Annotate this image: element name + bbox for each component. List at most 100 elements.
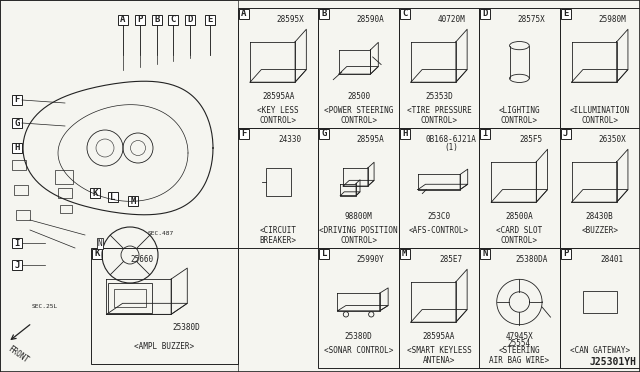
- Text: (1): (1): [444, 143, 458, 152]
- Text: F: F: [14, 96, 20, 105]
- Bar: [559, 248, 640, 368]
- Text: 285F5: 285F5: [520, 135, 543, 144]
- Text: <ILLUMINATION
CONTROL>: <ILLUMINATION CONTROL>: [570, 106, 630, 125]
- Text: SEC.487: SEC.487: [148, 231, 174, 236]
- Bar: [480, 9, 490, 19]
- Text: H: H: [14, 144, 20, 153]
- Text: 253C0: 253C0: [428, 212, 451, 221]
- Bar: [559, 8, 640, 128]
- Text: 28500: 28500: [347, 92, 370, 101]
- Text: 28401: 28401: [600, 255, 623, 264]
- Bar: [239, 9, 249, 19]
- Text: 25660: 25660: [131, 255, 154, 264]
- Text: <CIRCUIT
BREAKER>: <CIRCUIT BREAKER>: [260, 226, 297, 245]
- Text: 25380D: 25380D: [345, 332, 372, 341]
- Bar: [400, 249, 410, 259]
- Bar: [319, 9, 330, 19]
- Text: H: H: [402, 129, 408, 138]
- Text: 98800M: 98800M: [345, 212, 372, 221]
- Text: <SMART KEYLESS
ANTENA>: <SMART KEYLESS ANTENA>: [406, 346, 472, 365]
- Text: K: K: [94, 250, 100, 259]
- Bar: [55, 170, 73, 184]
- Text: SEC.25L: SEC.25L: [32, 304, 58, 309]
- Text: P: P: [563, 250, 568, 259]
- Text: 26350X: 26350X: [598, 135, 626, 144]
- Bar: [135, 15, 145, 25]
- Text: <TIRE PRESSURE
CONTROL>: <TIRE PRESSURE CONTROL>: [406, 106, 472, 125]
- Text: <AFS-CONTROL>: <AFS-CONTROL>: [409, 226, 469, 235]
- Bar: [238, 128, 319, 248]
- Bar: [168, 15, 178, 25]
- Text: 47945X: 47945X: [506, 332, 533, 341]
- Bar: [399, 8, 479, 128]
- Bar: [561, 129, 571, 139]
- Text: 28575X: 28575X: [518, 15, 545, 24]
- Bar: [319, 248, 399, 368]
- Bar: [128, 196, 138, 206]
- Bar: [239, 129, 249, 139]
- Text: I: I: [483, 129, 488, 138]
- Bar: [12, 95, 22, 105]
- Text: D: D: [483, 10, 488, 19]
- Bar: [399, 128, 479, 248]
- Text: <SONAR CONTROL>: <SONAR CONTROL>: [324, 346, 394, 355]
- Text: <CARD SLOT
CONTROL>: <CARD SLOT CONTROL>: [496, 226, 543, 245]
- Text: 25353D: 25353D: [425, 92, 453, 101]
- Text: L: L: [322, 250, 327, 259]
- Bar: [185, 15, 195, 25]
- Text: <LIGHTING
CONTROL>: <LIGHTING CONTROL>: [499, 106, 540, 125]
- Text: D: D: [188, 16, 193, 25]
- Bar: [205, 15, 215, 25]
- Text: E: E: [207, 16, 212, 25]
- Text: B: B: [322, 10, 327, 19]
- Bar: [108, 283, 152, 313]
- Text: 40720M: 40720M: [437, 15, 465, 24]
- Bar: [583, 291, 617, 313]
- Bar: [108, 192, 118, 202]
- Bar: [319, 8, 399, 128]
- Bar: [12, 118, 22, 128]
- Text: K: K: [92, 189, 98, 198]
- Bar: [14, 185, 28, 195]
- Text: N: N: [483, 250, 488, 259]
- Text: 28595X: 28595X: [276, 15, 304, 24]
- Bar: [91, 248, 238, 364]
- Text: 28595AA: 28595AA: [262, 92, 294, 101]
- Bar: [319, 129, 330, 139]
- Text: P: P: [138, 16, 143, 25]
- Text: A: A: [241, 10, 246, 19]
- Text: 25554: 25554: [508, 339, 531, 348]
- Text: 28430B: 28430B: [586, 212, 614, 221]
- Bar: [12, 260, 22, 270]
- Bar: [561, 249, 571, 259]
- Text: I: I: [14, 238, 20, 247]
- Bar: [559, 128, 640, 248]
- Text: J25301YH: J25301YH: [589, 357, 636, 367]
- Text: 28595A: 28595A: [356, 135, 385, 144]
- Text: C: C: [402, 10, 408, 19]
- Bar: [118, 15, 128, 25]
- Text: <KEY LESS
CONTROL>: <KEY LESS CONTROL>: [257, 106, 299, 125]
- Text: 285E7: 285E7: [440, 255, 463, 264]
- Text: N: N: [98, 239, 102, 248]
- Bar: [90, 188, 100, 198]
- Text: 28595AA: 28595AA: [423, 332, 455, 341]
- Text: FRONT: FRONT: [6, 345, 30, 365]
- Text: <AMPL BUZZER>: <AMPL BUZZER>: [134, 342, 195, 351]
- Text: 28500A: 28500A: [506, 212, 533, 221]
- Bar: [479, 128, 559, 248]
- Text: 25990Y: 25990Y: [356, 255, 385, 264]
- Text: C: C: [170, 16, 176, 25]
- Text: <DRIVING POSITION
CONTROL>: <DRIVING POSITION CONTROL>: [319, 226, 398, 245]
- Text: E: E: [563, 10, 568, 19]
- Bar: [400, 129, 410, 139]
- Bar: [152, 15, 162, 25]
- Bar: [12, 143, 22, 153]
- Bar: [60, 205, 72, 213]
- Text: A: A: [120, 16, 125, 25]
- Text: G: G: [322, 129, 327, 138]
- Bar: [480, 249, 490, 259]
- Bar: [16, 210, 30, 220]
- Bar: [561, 9, 571, 19]
- Text: M: M: [402, 250, 408, 259]
